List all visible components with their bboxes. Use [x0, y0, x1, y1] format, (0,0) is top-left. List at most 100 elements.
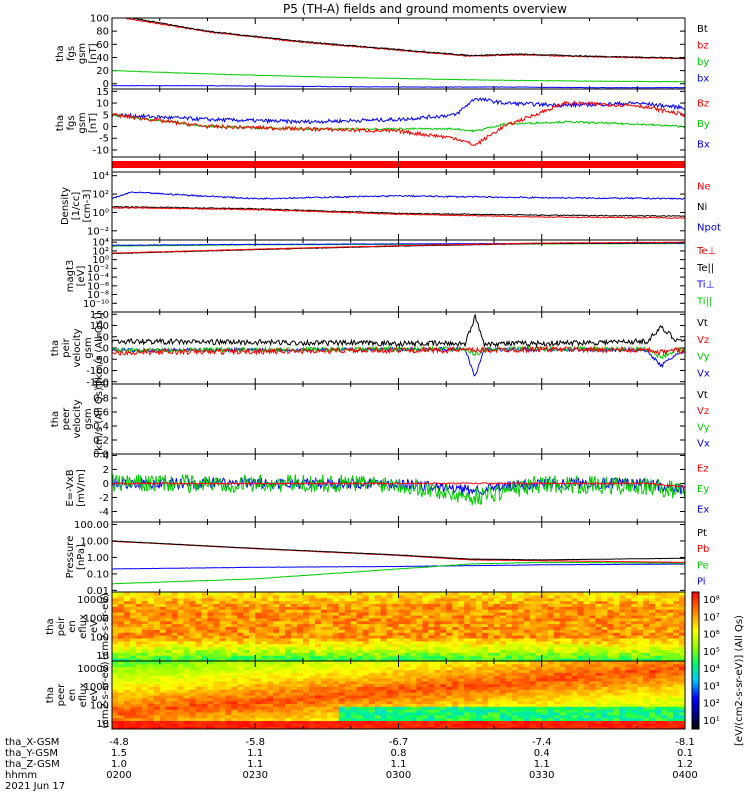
- panel-11-heat-cell: [482, 669, 489, 673]
- panel-11-heat-cell: [488, 689, 495, 693]
- panel-10-heat-cell: [398, 646, 405, 651]
- panel-10-heat-cell: [177, 649, 185, 653]
- panel-10-heat-cell: [380, 606, 388, 610]
- panel-11-heat-cell: [141, 723, 149, 727]
- panel-10-heat-cell: [613, 597, 620, 602]
- panel-11-heat-cell: [494, 683, 501, 687]
- panel-10-heat-cell: [410, 638, 417, 642]
- panel-11-heat-cell: [332, 695, 340, 699]
- panel-10-heat-cell: [440, 629, 447, 633]
- panel-11-heat-cell: [135, 723, 143, 727]
- panel-10-heat-cell: [488, 617, 495, 622]
- panel-11-heat-cell: [189, 683, 197, 687]
- panel-10-heat-cell: [129, 612, 137, 616]
- panel-10-heat-cell: [673, 652, 680, 656]
- panel-11-heat-cell: [386, 669, 394, 673]
- panel-11-heat-cell: [386, 720, 394, 724]
- panel-11-heat-cell: [517, 675, 525, 679]
- panel-10-heat-cell: [541, 640, 549, 645]
- panel-11-heat-cell: [303, 726, 310, 730]
- panel-10-heat-cell: [374, 609, 382, 613]
- panel-11-heat-cell: [380, 686, 388, 690]
- panel-10-heat-cell: [279, 640, 286, 645]
- panel-11-heat-cell: [529, 683, 537, 687]
- panel-10-heat-cell: [332, 638, 340, 642]
- panel-11-heat-cell: [482, 686, 489, 690]
- panel-11-heat-cell: [117, 697, 125, 702]
- panel-10-heat-cell: [177, 658, 185, 662]
- panel-10-heat-cell: [320, 592, 328, 596]
- panel-10-heat-cell: [607, 646, 614, 651]
- panel-10-heat-cell: [655, 635, 662, 639]
- panel-11-heat-cell: [320, 697, 328, 702]
- panel-10-heat-cell: [679, 652, 686, 656]
- panel-10-heat-cell: [541, 635, 549, 639]
- panel-11-heat-cell: [267, 666, 274, 670]
- panel-10-heat-cell: [601, 658, 608, 662]
- panel-11-heat-cell: [470, 686, 477, 690]
- panel-11-heat-cell: [141, 712, 149, 716]
- panel-10-heat-cell: [380, 640, 388, 645]
- panel-10-heat-cell: [667, 603, 674, 607]
- panel-11-heat-cell: [535, 720, 543, 724]
- panel-11-heat-cell: [583, 675, 590, 679]
- panel-11-heat-cell: [541, 678, 549, 682]
- panel-10-heat-cell: [535, 635, 543, 639]
- panel-10-heat-cell: [529, 592, 537, 596]
- panel-10-heat-cell: [577, 626, 585, 630]
- panel-11-heat-cell: [589, 689, 596, 693]
- panel-10-heat-cell: [511, 638, 519, 642]
- panel-10-heat-cell: [291, 617, 298, 622]
- panel-11-heat-cell: [368, 706, 376, 710]
- panel-11-heat-cell: [350, 695, 358, 699]
- panel-11-heat-cell: [571, 706, 579, 710]
- panel-10-heat-cell: [446, 635, 453, 639]
- panel-10-heat-cell: [607, 643, 614, 648]
- panel-10-heat-cell: [213, 600, 220, 605]
- panel-11-heat-cell: [637, 700, 644, 704]
- panel-11-heat-cell: [553, 697, 561, 702]
- panel-11-heat-cell: [571, 697, 579, 702]
- panel-10-heat-cell: [189, 609, 197, 613]
- panel-10-heat-cell: [368, 629, 376, 633]
- panel-10-heat-cell: [356, 646, 364, 651]
- panel-11-heat-cell: [488, 697, 495, 702]
- panel-10-heat-cell: [452, 649, 459, 653]
- panel-11-heat-cell: [320, 706, 328, 710]
- panel-11-heat-cell: [362, 712, 370, 716]
- panel-10-heat-cell: [673, 617, 680, 622]
- panel-10-heat-cell: [314, 594, 322, 599]
- panel-11-heat-cell: [112, 661, 119, 665]
- panel-11-heat-cell: [541, 666, 549, 670]
- panel-11-heat-cell: [189, 703, 197, 707]
- panel-10-heat-cell: [517, 612, 525, 616]
- panel-10-heat-cell: [625, 600, 632, 605]
- panel-11-heat-cell: [619, 663, 626, 668]
- panel-11-heat-cell: [410, 720, 417, 724]
- panel-11-heat-cell: [219, 714, 226, 719]
- panel-10-heat-cell: [314, 632, 322, 636]
- panel-4-ytick-label: 10²: [92, 190, 109, 201]
- panel-10-heat-cell: [547, 603, 555, 607]
- panel-10-heat-cell: [273, 652, 280, 656]
- panel-11-heat-cell: [291, 689, 298, 693]
- panel-10-heat-cell: [117, 612, 125, 616]
- panel-10-heat-cell: [673, 655, 680, 659]
- panel-9-ylabel: [nPa]: [76, 544, 87, 570]
- panel-10-heat-cell: [523, 629, 531, 633]
- panel-11-heat-cell: [505, 666, 513, 670]
- panel-11-heat-cell: [511, 686, 519, 690]
- panel-11-heat-cell: [308, 723, 316, 727]
- panel-5-ytick-label: 10⁻⁶: [87, 281, 109, 292]
- panel-10-heat-cell: [255, 617, 262, 622]
- panel-11-heat-cell: [308, 712, 316, 716]
- panel-11-heat-cell: [159, 709, 167, 713]
- panel-10-heat-cell: [368, 658, 376, 662]
- panel-11-heat-cell: [279, 697, 286, 702]
- panel-11-heat-cell: [482, 720, 489, 724]
- panel-11-heat-cell: [440, 686, 447, 690]
- panel-11-heat-cell: [279, 663, 286, 668]
- panel-10-heat-cell: [344, 597, 352, 602]
- panel-11-heat-cell: [129, 675, 137, 679]
